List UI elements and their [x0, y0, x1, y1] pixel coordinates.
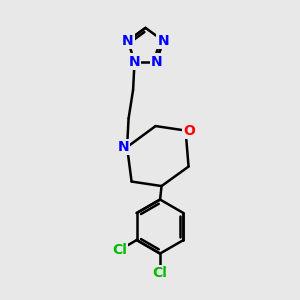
Text: O: O: [184, 124, 195, 137]
Text: N: N: [151, 55, 162, 68]
Text: N: N: [118, 140, 129, 154]
Text: N: N: [158, 34, 169, 48]
Text: N: N: [129, 55, 140, 68]
Text: Cl: Cl: [112, 243, 127, 257]
Text: Cl: Cl: [153, 266, 167, 280]
Text: N: N: [122, 34, 134, 48]
